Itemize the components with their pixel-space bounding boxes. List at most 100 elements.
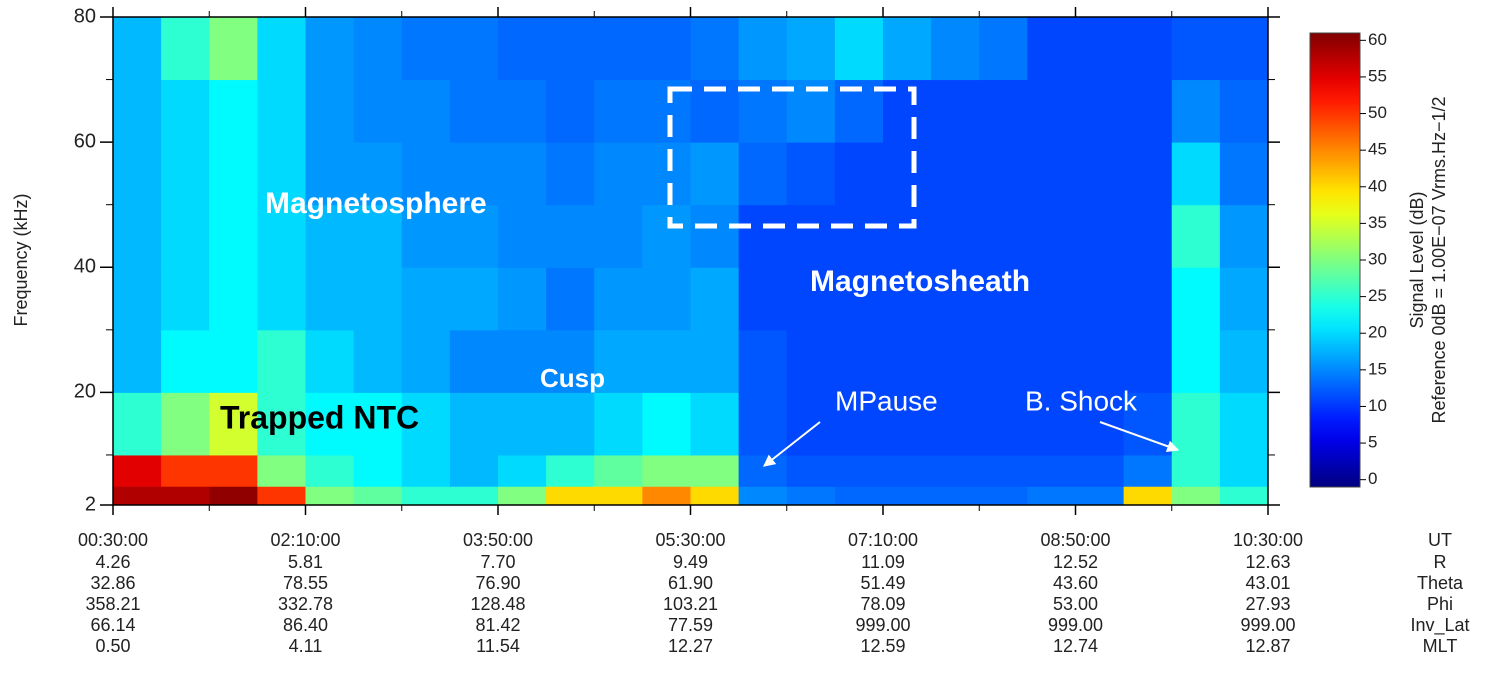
- spectrogram-cell: [979, 17, 1028, 81]
- colorbar: [1309, 32, 1361, 488]
- spectrogram-cell: [642, 329, 691, 393]
- colorbar-tick-label: 40: [1368, 176, 1387, 195]
- colorbar-label: Signal Level (dB): [1407, 191, 1427, 328]
- spectrogram-cell: [834, 267, 884, 331]
- spectrogram-cell: [305, 392, 355, 456]
- spectrogram-cell: [498, 79, 547, 143]
- spectrogram: [113, 17, 1269, 506]
- spectrogram-cell: [449, 392, 499, 456]
- y-tick-label: 20: [74, 381, 96, 403]
- x-tick-label: 02:10:00: [270, 530, 340, 550]
- spectrogram-cell: [931, 17, 980, 81]
- spectrogram-cell: [498, 204, 547, 268]
- spectrogram-cell: [353, 142, 403, 206]
- spectrogram-cell: [113, 454, 162, 487]
- spectrogram-cell: [305, 454, 355, 487]
- spectrogram-cell: [161, 486, 210, 506]
- spectrogram-cell: [690, 17, 740, 81]
- spectrogram-cell: [546, 142, 595, 206]
- spectrogram-cell: [834, 204, 884, 268]
- spectrogram-cell: [546, 204, 595, 268]
- ephemeris-value: 12.87: [1245, 636, 1290, 656]
- spectrogram-cell: [1123, 267, 1173, 331]
- spectrogram-cell: [1027, 17, 1076, 81]
- spectrogram-cell: [449, 454, 499, 487]
- y-tick-label: 80: [74, 5, 96, 27]
- x-tick-label: 07:10:00: [848, 530, 918, 550]
- spectrogram-cell: [642, 454, 691, 487]
- spectrogram-cell: [931, 392, 980, 456]
- spectrogram-cell: [401, 454, 451, 487]
- spectrogram-cell: [594, 79, 643, 143]
- spectrogram-cell: [931, 267, 980, 331]
- highlight-box: [667, 86, 917, 229]
- spectrogram-cell: [786, 142, 836, 206]
- spectrogram-cell: [498, 454, 547, 487]
- ephemeris-value: 12.59: [860, 636, 905, 656]
- spectrogram-cell: [690, 142, 740, 206]
- spectrogram-cell: [498, 329, 547, 393]
- ephemeris-value: 78.09: [860, 594, 905, 614]
- spectrogram-cell: [449, 204, 499, 268]
- colorbar-tick-label: 60: [1368, 30, 1387, 49]
- spectrogram-cell: [786, 454, 836, 487]
- spectrogram-cell: [594, 17, 643, 81]
- spectrogram-cell: [161, 79, 210, 143]
- ephemeris-value: 81.42: [475, 615, 520, 635]
- spectrogram-cell: [401, 329, 451, 393]
- spectrogram-cell: [1075, 17, 1125, 81]
- spectrogram-cell: [1219, 392, 1269, 456]
- spectrogram-cell: [1123, 454, 1173, 487]
- x-tick-label: 03:50:00: [463, 530, 533, 550]
- spectrogram-cell: [642, 204, 691, 268]
- colorbar-tick-label: 0: [1368, 469, 1377, 488]
- colorbar-tick-label: 45: [1368, 140, 1387, 159]
- spectrogram-cell: [1075, 142, 1125, 206]
- spectrogram-cell: [257, 17, 306, 81]
- spectrogram-cell: [161, 392, 210, 456]
- spectrogram-cell: [834, 329, 884, 393]
- spectrogram-cell: [113, 142, 162, 206]
- ephemeris-value: 86.40: [283, 615, 328, 635]
- spectrogram-cell: [1171, 486, 1221, 506]
- spectrogram-cell: [594, 392, 643, 456]
- ephemeris-value: 4.11: [289, 636, 323, 656]
- spectrogram-cell: [979, 454, 1028, 487]
- spectrogram-cell: [1123, 204, 1173, 268]
- arrow: [763, 421, 821, 467]
- ephemeris-value: 77.59: [668, 615, 713, 635]
- annotation: Magnetosheath: [810, 265, 1030, 298]
- spectrogram-cell: [546, 17, 595, 81]
- ephemeris-name: MLT: [1423, 636, 1458, 656]
- x-axis-label: UT: [1428, 530, 1452, 550]
- ephemeris-value: 7.70: [480, 552, 515, 572]
- annotation: B. Shock: [1025, 385, 1138, 416]
- ephemeris-value: 999.00: [855, 615, 910, 635]
- spectrogram-cell: [498, 267, 547, 331]
- spectrogram-cell: [401, 17, 451, 81]
- ephemeris-value: 358.21: [85, 594, 140, 614]
- spectrogram-cell: [257, 267, 306, 331]
- spectrogram-cell: [1171, 79, 1221, 143]
- spectrogram-cell: [161, 329, 210, 393]
- spectrogram-cell: [1027, 486, 1076, 506]
- spectrogram-cell: [113, 17, 162, 81]
- spectrogram-cell: [1171, 392, 1221, 456]
- spectrogram-cell: [449, 17, 499, 81]
- spectrogram-cell: [401, 267, 451, 331]
- spectrogram-cell: [161, 204, 210, 268]
- ephemeris-value: 12.52: [1053, 552, 1098, 572]
- spectrogram-cell: [1123, 329, 1173, 393]
- spectrogram-cell: [498, 486, 547, 506]
- spectrogram-cell: [257, 204, 306, 268]
- spectrogram-cell: [353, 454, 403, 487]
- y-tick-label: 40: [74, 256, 96, 278]
- spectrogram-cell: [1171, 17, 1221, 81]
- spectrogram-cell: [883, 329, 932, 393]
- spectrogram-cell: [931, 329, 980, 393]
- colorbar-tick-label: 15: [1368, 359, 1387, 378]
- ephemeris-value: 332.78: [278, 594, 333, 614]
- spectrogram-cell: [594, 329, 643, 393]
- spectrogram-cell: [642, 486, 691, 506]
